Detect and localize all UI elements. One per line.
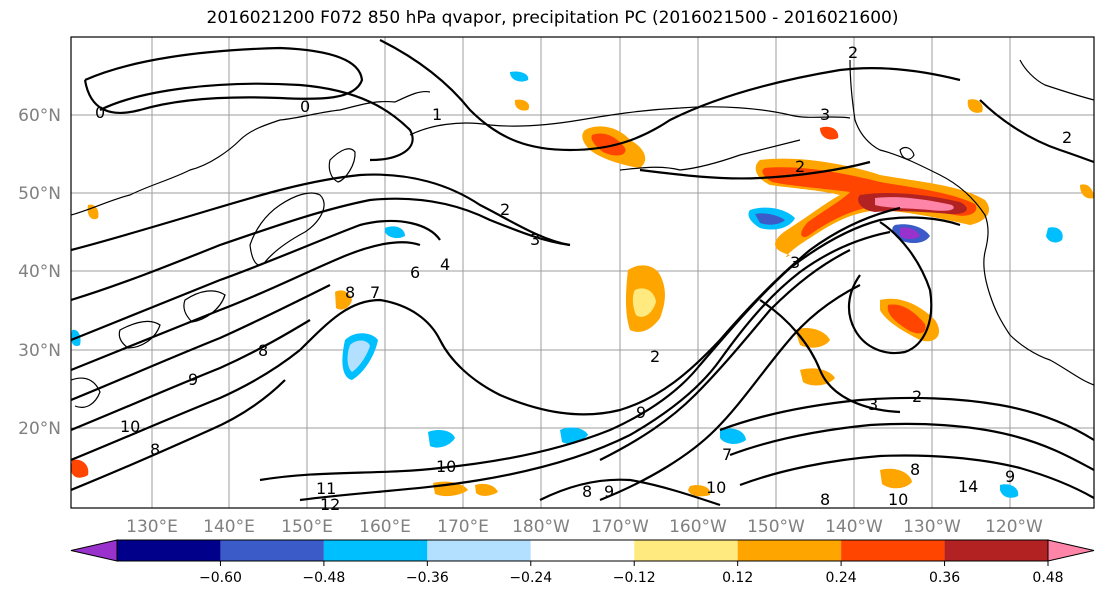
lon-label: 140°W — [825, 517, 883, 537]
contour-label: 12 — [320, 495, 340, 514]
colorbar-segment — [117, 540, 221, 561]
contour-label: 0 — [300, 97, 310, 116]
lat-label: 40°N — [18, 262, 61, 282]
colorbar-segment — [427, 540, 531, 561]
graticule — [71, 37, 1094, 508]
contour-label: 3 — [790, 253, 800, 272]
contour-label: 8 — [345, 283, 355, 302]
contour-label: 9 — [1005, 467, 1015, 486]
contour-label: 2 — [1062, 128, 1072, 147]
contour-label: 2 — [500, 200, 510, 219]
contour-label: 2 — [848, 43, 858, 62]
contour-label: 9 — [604, 482, 614, 501]
colorbar-extend-min — [70, 539, 118, 562]
contour-label: 1 — [432, 105, 442, 124]
coastlines — [71, 59, 1094, 408]
contour-label: 8 — [820, 490, 830, 509]
colorbar-segment — [530, 540, 635, 561]
contour-label: 11 — [316, 479, 336, 498]
map-title: 2016021200 F072 850 hPa qvapor, precipit… — [206, 8, 899, 28]
colorbar: −0.60 −0.48 −0.36 −0.24 −0.12 0.12 0.24 0.36 0.4… — [70, 539, 1095, 586]
lat-label: 60°N — [18, 106, 61, 126]
lon-label: 140°E — [203, 517, 255, 537]
contour-label: 6 — [410, 263, 420, 282]
contour-label: 0 — [95, 103, 105, 122]
precipitation-shading — [71, 71, 1094, 498]
colorbar-tick-label: −0.24 — [509, 570, 552, 586]
lat-label: 30°N — [18, 341, 61, 361]
lon-label: 150°W — [747, 517, 805, 537]
lon-label: 170°W — [591, 517, 649, 537]
contour-label: 8 — [910, 460, 920, 479]
contour-label: 10 — [436, 457, 456, 476]
contour-label: 10 — [706, 478, 726, 497]
colorbar-segment — [323, 540, 428, 561]
contour-label: 8 — [150, 440, 160, 459]
lat-label: 50°N — [18, 184, 61, 204]
contour-label: 9 — [636, 403, 646, 422]
colorbar-segment — [841, 540, 945, 561]
contour-label: 9 — [188, 370, 198, 389]
colorbar-extend-max — [1047, 539, 1095, 562]
contour-label: 10 — [888, 490, 908, 509]
lon-label: 180°W — [512, 517, 570, 537]
colorbar-tick-label: −0.12 — [613, 570, 656, 586]
contour-label: 7 — [370, 283, 380, 302]
contour-label: 8 — [582, 482, 592, 501]
colorbar-tick-label: −0.36 — [406, 570, 449, 586]
contour-label: 4 — [440, 255, 450, 274]
colorbar-segment — [944, 540, 1048, 561]
contour-label: 7 — [722, 445, 732, 464]
contour-label: 3 — [820, 105, 830, 124]
lat-label: 20°N — [18, 419, 61, 439]
contour-label: 3 — [530, 230, 540, 249]
contour-label: 2 — [795, 157, 805, 176]
lon-label: 130°E — [126, 517, 178, 537]
colorbar-tick-label: −0.48 — [302, 570, 345, 586]
contour-label: 2 — [912, 387, 922, 406]
map-frame — [70, 36, 1095, 509]
colorbar-tick-label: 0.48 — [1032, 570, 1063, 586]
lon-label: 170°E — [437, 517, 489, 537]
lon-label: 160°W — [669, 517, 727, 537]
colorbar-segment — [634, 540, 738, 561]
contour-label: 14 — [958, 477, 978, 496]
contour-label: 2 — [650, 347, 660, 366]
contour-label: 3 — [868, 395, 878, 414]
colorbar-tick-label: 0.36 — [929, 570, 960, 586]
lon-label: 160°E — [359, 517, 411, 537]
colorbar-tick-label: −0.60 — [199, 570, 242, 586]
lon-label: 130°W — [903, 517, 961, 537]
colorbar-frame — [116, 539, 1049, 562]
lon-label: 150°E — [281, 517, 333, 537]
contour-label: 10 — [120, 417, 140, 436]
qvapor-contours — [71, 39, 1094, 507]
colorbar-segment — [737, 540, 842, 561]
colorbar-tick-label: 0.24 — [826, 570, 857, 586]
colorbar-tick-label: 0.12 — [722, 570, 753, 586]
colorbar-segment — [220, 540, 324, 561]
contour-label: 8 — [258, 341, 268, 360]
lon-label: 120°W — [985, 517, 1043, 537]
